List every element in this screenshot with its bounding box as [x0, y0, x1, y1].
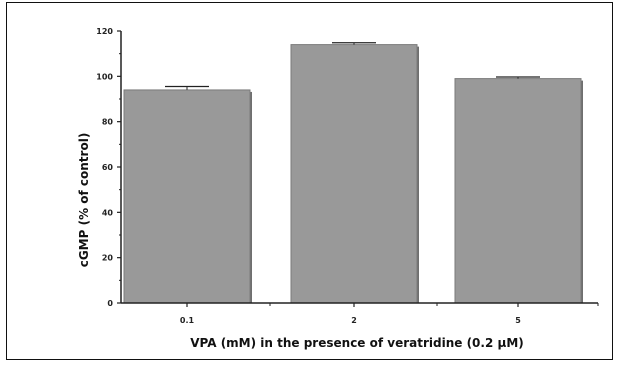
x-tick-label: 5	[515, 316, 521, 325]
bars	[123, 42, 583, 304]
y-axis-title: cGMP (% of control)	[77, 133, 91, 268]
x-tick-label: 2	[351, 316, 357, 325]
y-tick-label: 60	[102, 163, 114, 172]
y-tick-label: 0	[107, 299, 113, 308]
bar	[123, 89, 251, 304]
y-tick-label: 120	[96, 27, 113, 36]
bar	[290, 44, 418, 304]
y-tick-label: 100	[96, 72, 113, 81]
bar	[454, 78, 582, 304]
x-axis-ticks: 0.1 2 5	[180, 303, 599, 325]
y-tick-label: 80	[102, 118, 114, 127]
y-tick-label: 20	[102, 254, 114, 263]
chart-frame	[6, 2, 613, 360]
x-axis-title: VPA (mM) in the presence of veratridine …	[190, 336, 524, 350]
x-tick-label: 0.1	[180, 316, 195, 325]
y-axis-ticks: 0 20 40 60 80 100 120	[96, 27, 121, 308]
y-tick-label: 40	[102, 208, 114, 217]
